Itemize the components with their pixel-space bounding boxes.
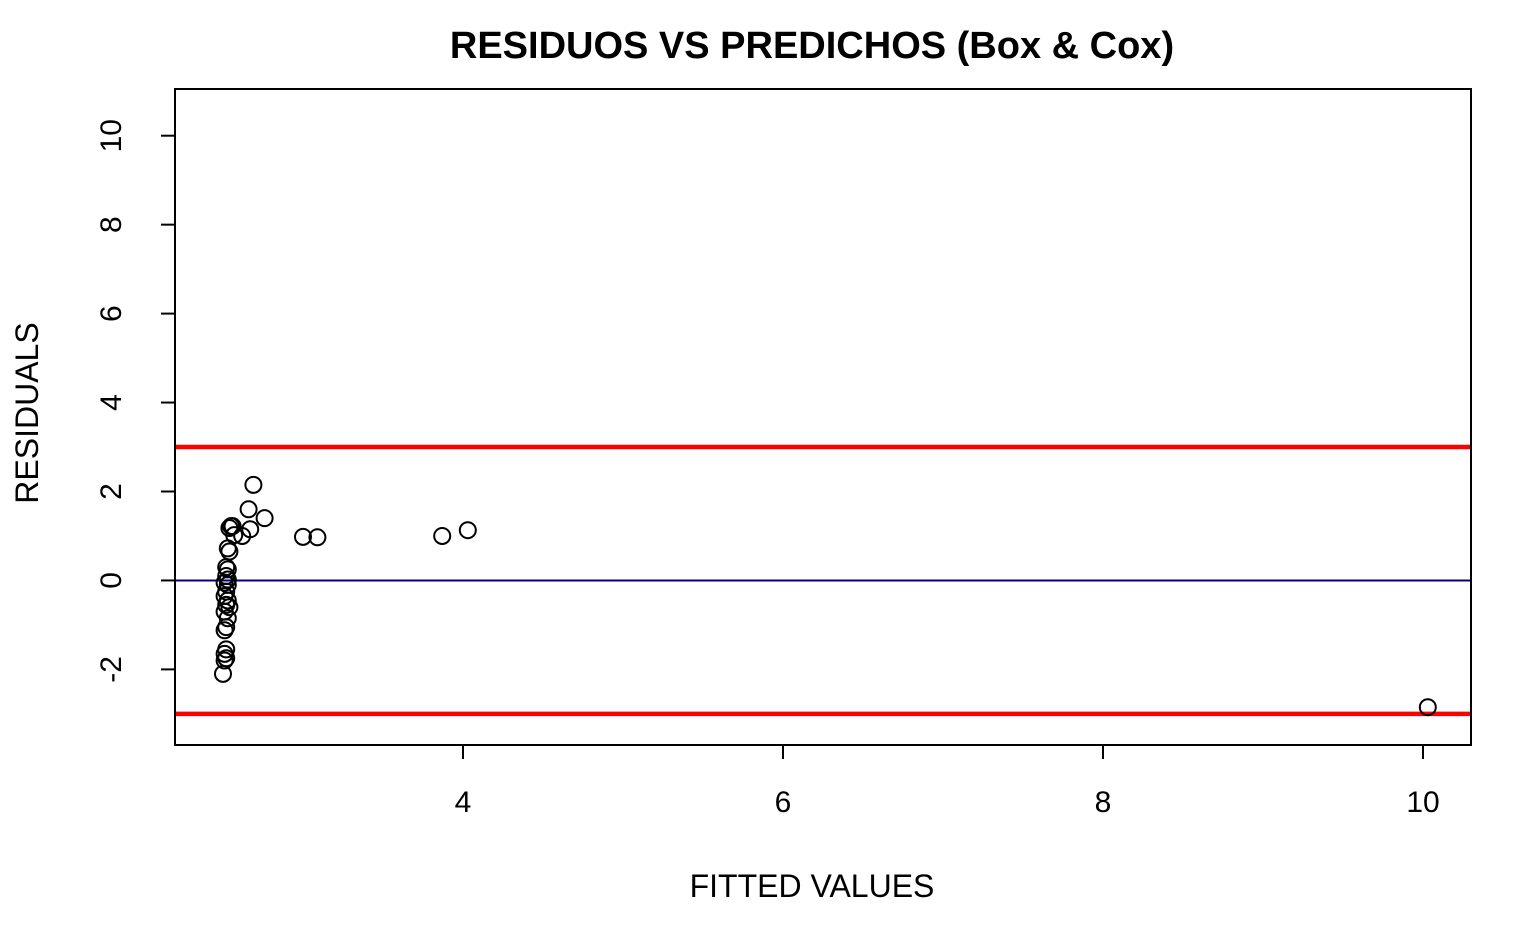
data-points	[214, 475, 1437, 717]
data-point	[214, 664, 232, 683]
y-tick-label: 0	[95, 572, 128, 589]
data-point	[220, 598, 239, 617]
x-axis-label: FITTED VALUES	[690, 868, 935, 904]
y-tick-label: 4	[95, 394, 128, 411]
data-point	[239, 500, 258, 519]
y-tick-label: 2	[95, 483, 128, 500]
x-tick-label: 10	[1406, 786, 1439, 819]
plot-frame	[174, 88, 1472, 746]
data-point	[215, 573, 234, 592]
y-tick-label: 10	[95, 119, 128, 152]
x-tick-label: 6	[775, 786, 792, 819]
reference-lines	[175, 444, 1471, 717]
y-tick-label: 8	[95, 216, 128, 233]
data-point	[215, 621, 234, 640]
data-point	[433, 526, 452, 545]
data-point	[218, 609, 237, 628]
data-point	[308, 528, 327, 547]
data-point	[294, 527, 312, 546]
y-axis-label: RESIDUALS	[9, 322, 45, 503]
data-point	[218, 570, 237, 589]
x-axis: 4 6 8 10	[455, 744, 1440, 819]
data-point	[255, 509, 274, 528]
y-axis: -2 0 2 4 6 8 10	[95, 119, 176, 683]
data-point	[215, 651, 234, 670]
data-point	[223, 517, 242, 536]
data-point	[217, 595, 236, 614]
y-tick-label: -2	[95, 656, 128, 683]
x-tick-label: 4	[455, 786, 472, 819]
y-tick-label: 6	[95, 305, 128, 322]
data-point	[458, 521, 477, 540]
data-point	[233, 526, 252, 545]
data-point	[1418, 698, 1437, 717]
chart-title: RESIDUOS VS PREDICHOS (Box & Cox)	[450, 25, 1174, 67]
x-tick-label: 8	[1095, 786, 1112, 819]
data-point	[244, 475, 263, 494]
